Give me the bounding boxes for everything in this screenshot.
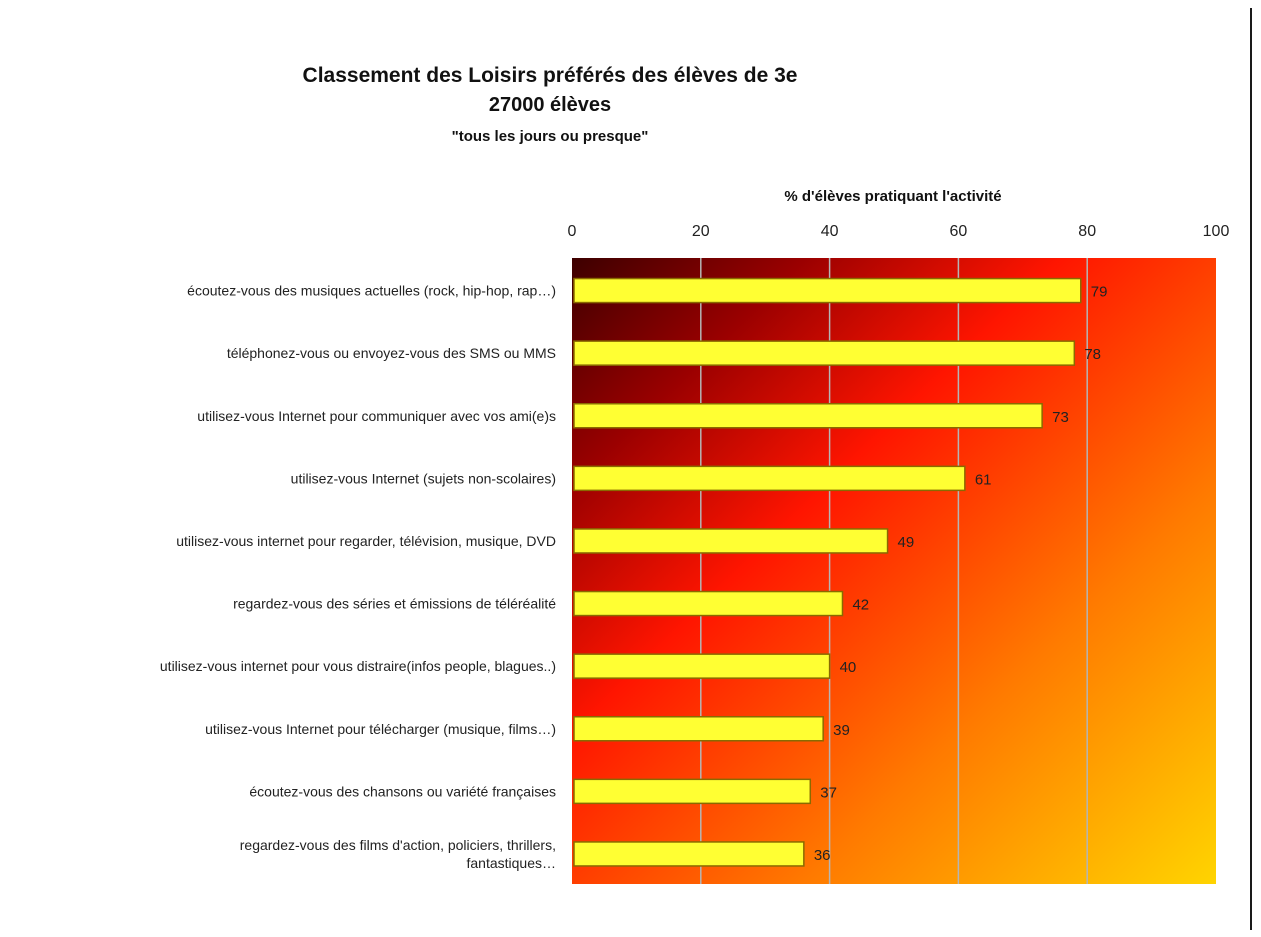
data-label-4: 49 (898, 534, 915, 551)
data-label-5: 42 (852, 597, 869, 614)
bar-9 (573, 841, 805, 867)
bar-1 (573, 340, 1076, 366)
category-label-9-line-0: regardez-vous des films d'action, polici… (240, 837, 556, 853)
category-label-1: téléphonez-vous ou envoyez-vous des SMS … (227, 345, 556, 361)
x-tick-label-2: 40 (821, 223, 839, 240)
data-label-1: 78 (1084, 346, 1101, 363)
chart-subtitle: 27000 élèves (488, 94, 612, 116)
x-tick-label-5: 100 (1203, 223, 1230, 240)
category-label-3: utilisez-vous Internet (sujets non-scola… (291, 470, 556, 486)
data-label-2: 73 (1052, 409, 1069, 426)
category-label-5: regardez-vous des séries et émissions de… (233, 596, 556, 612)
data-label-7: 39 (833, 722, 850, 739)
category-label-8: écoutez-vous des chansons ou variété fra… (249, 783, 556, 799)
data-label-3: 61 (975, 471, 992, 488)
bar-2 (573, 403, 1043, 429)
chart-title: Classement des Loisirs préférés des élèv… (302, 64, 798, 87)
bar-6 (573, 653, 831, 679)
data-label-8: 37 (820, 784, 837, 801)
category-label-7: utilisez-vous Internet pour télécharger … (205, 721, 556, 737)
category-label-9-line-1: fantastiques… (467, 855, 557, 871)
chart-note: "tous les jours ou presque" (451, 128, 649, 145)
category-label-2: utilisez-vous Internet pour communiquer … (197, 408, 556, 424)
category-label-0: écoutez-vous des musiques actuelles (roc… (187, 283, 556, 299)
data-label-6: 40 (840, 659, 857, 676)
bar-4 (573, 528, 889, 554)
x-tick-label-3: 60 (950, 223, 968, 240)
page-edge-line (1250, 8, 1252, 930)
x-tick-label-1: 20 (692, 223, 710, 240)
category-label-6: utilisez-vous internet pour vous distrai… (160, 658, 556, 674)
bar-3 (573, 465, 966, 492)
x-tick-label-0: 0 (568, 223, 577, 240)
bar-5 (573, 590, 844, 617)
category-label-4: utilisez-vous internet pour regarder, té… (176, 533, 556, 549)
x-axis-title: % d'élèves pratiquant l'activité (784, 188, 1001, 205)
x-tick-label-4: 80 (1078, 223, 1096, 240)
bar-8 (573, 778, 812, 805)
data-label-0: 79 (1091, 284, 1108, 301)
bar-0 (573, 277, 1082, 304)
data-label-9: 36 (814, 847, 831, 864)
bar-7 (573, 716, 824, 742)
